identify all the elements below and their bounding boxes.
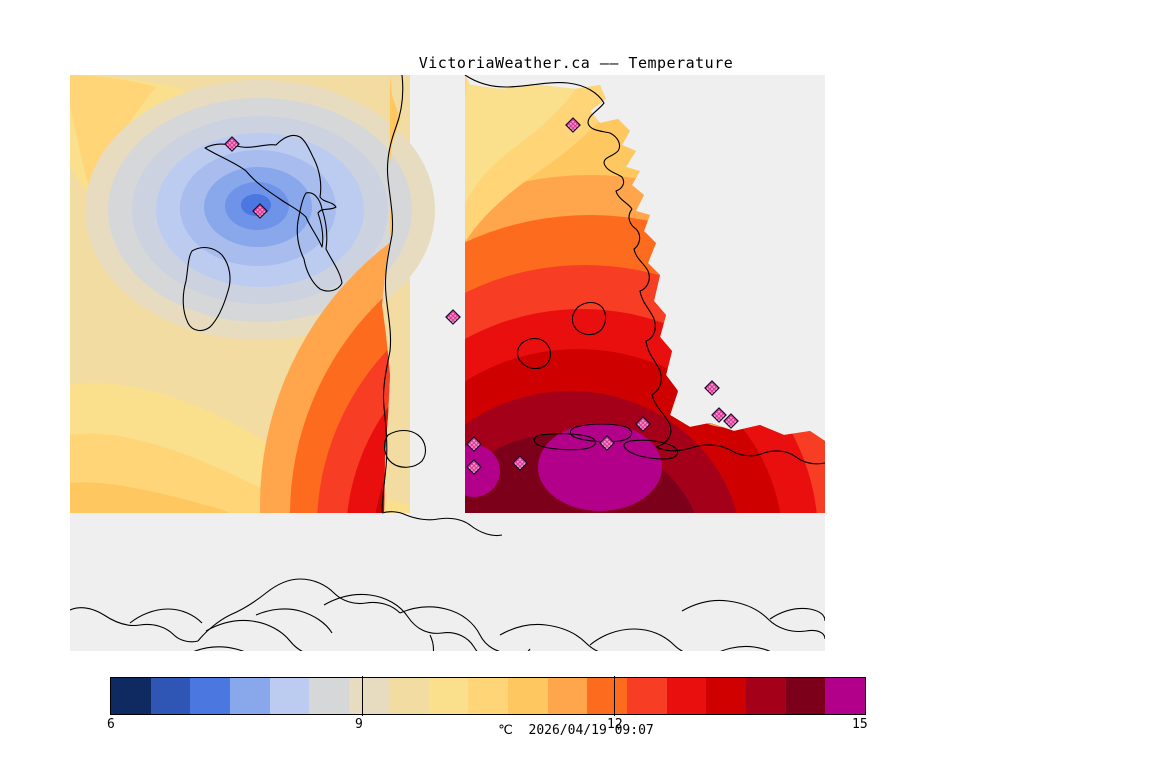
station-marker[interactable] bbox=[512, 455, 528, 471]
map-panel[interactable] bbox=[70, 75, 825, 651]
colorbar-segment bbox=[587, 678, 627, 714]
station-marker[interactable] bbox=[711, 407, 727, 423]
colorbar-segment bbox=[388, 678, 429, 714]
colorbar-segment bbox=[269, 678, 310, 714]
colorbar-gradient[interactable] bbox=[110, 677, 866, 715]
colorbar-segment bbox=[825, 678, 866, 714]
colorbar-segment bbox=[309, 678, 350, 714]
temperature-contour-map[interactable] bbox=[70, 75, 825, 651]
station-marker[interactable] bbox=[723, 413, 739, 429]
colorbar-segment bbox=[190, 678, 231, 714]
page-title: VictoriaWeather.ca —— Temperature bbox=[418, 54, 734, 72]
lower-land-area bbox=[70, 588, 825, 651]
colorbar-tick-divider bbox=[614, 676, 615, 716]
colorbar-segment bbox=[230, 678, 270, 714]
colorbar-segment bbox=[666, 678, 707, 714]
station-markers[interactable] bbox=[224, 117, 739, 475]
colorbar-tick-label: 6 bbox=[107, 717, 115, 732]
colorbar-segment bbox=[507, 678, 548, 714]
colorbar-segment bbox=[111, 678, 151, 714]
colorbar-segment bbox=[150, 678, 191, 714]
colorbar-segment bbox=[428, 678, 469, 714]
station-marker[interactable] bbox=[704, 380, 720, 396]
colorbar-caption: ℃ 2026/04/19 09:07 bbox=[498, 723, 654, 738]
station-marker[interactable] bbox=[466, 459, 482, 475]
colorbar-segment bbox=[785, 678, 826, 714]
colorbar-segment bbox=[547, 678, 588, 714]
station-marker[interactable] bbox=[252, 203, 268, 219]
coastlines bbox=[70, 75, 825, 651]
colorbar-segment bbox=[349, 678, 389, 714]
colorbar[interactable]: 6 9 12 15 bbox=[107, 676, 868, 732]
colorbar-tick-label: 12 bbox=[607, 717, 623, 732]
colorbar-segment bbox=[706, 678, 746, 714]
colorbar-segment bbox=[626, 678, 667, 714]
station-marker[interactable] bbox=[224, 136, 240, 152]
station-marker[interactable] bbox=[635, 416, 651, 432]
station-marker[interactable] bbox=[599, 435, 615, 451]
colorbar-tick-label: 15 bbox=[852, 717, 868, 732]
colorbar-segment bbox=[468, 678, 508, 714]
colorbar-tick-label: 9 bbox=[355, 717, 363, 732]
station-marker[interactable] bbox=[565, 117, 581, 133]
station-marker[interactable] bbox=[466, 436, 482, 452]
station-marker[interactable] bbox=[445, 309, 461, 325]
colorbar-tick-divider bbox=[362, 676, 363, 716]
colorbar-segment bbox=[746, 678, 786, 714]
